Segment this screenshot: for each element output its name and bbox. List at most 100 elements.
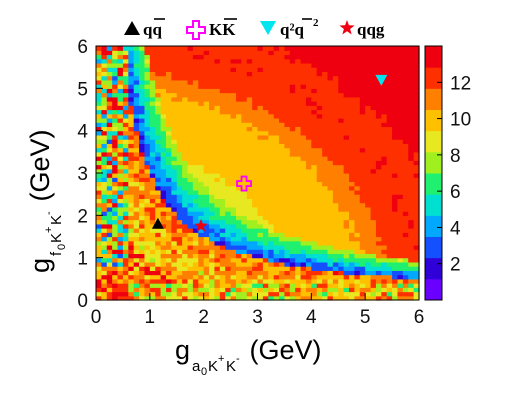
heatmap-cell: [176, 122, 183, 128]
heatmap-cell: [209, 291, 216, 297]
heatmap-cell: [359, 278, 366, 284]
heatmap-cell: [392, 198, 399, 204]
heatmap-cell: [305, 92, 312, 98]
heatmap-cell: [112, 117, 119, 123]
heatmap-cell: [295, 50, 302, 56]
heatmap-cell: [160, 291, 167, 297]
heatmap-cell: [349, 139, 355, 144]
heatmap-cell: [246, 84, 253, 89]
heatmap-cell: [187, 189, 194, 195]
heatmap-cell: [295, 240, 302, 246]
heatmap-cell: [322, 160, 329, 166]
heatmap-cell: [106, 58, 113, 64]
heatmap-cell: [349, 173, 355, 178]
heatmap-cell: [117, 92, 124, 98]
heatmap-cell: [165, 147, 172, 153]
heatmap-cell: [392, 88, 399, 94]
heatmap-cell: [246, 177, 253, 183]
heatmap-cell: [203, 105, 210, 111]
heatmap-cell: [332, 122, 339, 128]
heatmap-cell: [106, 147, 113, 153]
heatmap-cell: [273, 198, 280, 204]
heatmap-cell: [241, 50, 248, 56]
heatmap-cell: [354, 253, 361, 259]
heatmap-cell: [295, 109, 302, 115]
heatmap-cell: [397, 173, 404, 178]
heatmap-cell: [284, 253, 291, 259]
heatmap-cell: [182, 194, 189, 199]
heatmap-cell: [359, 75, 366, 81]
heatmap-cell: [392, 295, 399, 301]
heatmap-cell: [241, 79, 248, 85]
heatmap-cell: [182, 67, 189, 72]
heatmap-cell: [408, 143, 415, 149]
heatmap-cell: [284, 194, 291, 199]
heatmap-cell: [160, 266, 167, 271]
heatmap-cell: [338, 79, 345, 85]
heatmap-cell: [192, 130, 199, 136]
heatmap-cell: [257, 139, 264, 144]
heatmap-cell: [192, 185, 199, 191]
heatmap-cell: [165, 117, 172, 123]
heatmap-cell: [165, 194, 172, 199]
heatmap-cell: [160, 50, 167, 56]
heatmap-cell: [305, 79, 312, 85]
heatmap-cell: [230, 168, 237, 174]
heatmap-cell: [354, 130, 361, 136]
heatmap-cell: [149, 211, 156, 216]
heatmap-cell: [241, 173, 248, 178]
heatmap-cell: [160, 101, 167, 106]
heatmap-cell: [112, 134, 119, 140]
heatmap-cell: [375, 244, 382, 250]
heatmap-cell: [359, 291, 366, 297]
heatmap-cell: [354, 295, 361, 301]
heatmap-cell: [96, 164, 102, 170]
heatmap-cell: [252, 75, 259, 81]
heatmap-cell: [327, 194, 334, 199]
heatmap-cell: [402, 168, 409, 174]
heatmap-cell: [268, 160, 275, 166]
heatmap-cell: [402, 101, 409, 106]
heatmap-cell: [289, 139, 296, 144]
heatmap-cell: [262, 160, 269, 166]
heatmap-cell: [354, 84, 361, 89]
heatmap-cell: [117, 287, 124, 293]
heatmap-cell: [176, 198, 183, 204]
heatmap-cell: [96, 79, 102, 85]
heatmap-cell: [370, 194, 377, 199]
heatmap-cell: [311, 278, 318, 284]
heatmap-cell: [322, 291, 329, 297]
heatmap-cell: [96, 143, 102, 149]
heatmap-cell: [106, 278, 113, 284]
heatmap-cell: [279, 139, 286, 144]
heatmap-cell: [96, 274, 102, 280]
heatmap-cell: [300, 181, 307, 187]
heatmap-cell: [397, 96, 404, 102]
heatmap-cell: [381, 84, 388, 89]
heatmap-cell: [122, 189, 129, 195]
heatmap-cell: [289, 50, 296, 56]
heatmap-cell: [214, 96, 221, 102]
heatmap-cell: [209, 194, 216, 199]
heatmap-cell: [96, 88, 102, 94]
heatmap-cell: [305, 287, 312, 293]
heatmap-cell: [279, 160, 286, 166]
heatmap-cell: [338, 84, 345, 89]
heatmap-cell: [370, 219, 377, 225]
heatmap-cell: [375, 291, 382, 297]
heatmap-cell: [176, 71, 183, 77]
heatmap-cell: [392, 173, 399, 178]
heatmap-cell: [176, 261, 183, 267]
heatmap-cell: [198, 62, 205, 68]
heatmap-cell: [322, 228, 329, 233]
heatmap-cell: [241, 160, 248, 166]
heatmap-cell: [176, 160, 183, 166]
heatmap-cell: [305, 181, 312, 187]
heatmap-cell: [246, 228, 253, 233]
heatmap-cell: [273, 71, 280, 77]
heatmap-cell: [300, 261, 307, 267]
heatmap-cell: [144, 295, 151, 301]
heatmap-cell: [122, 206, 129, 212]
heatmap-cell: [149, 71, 156, 77]
heatmap-cell: [203, 232, 210, 238]
